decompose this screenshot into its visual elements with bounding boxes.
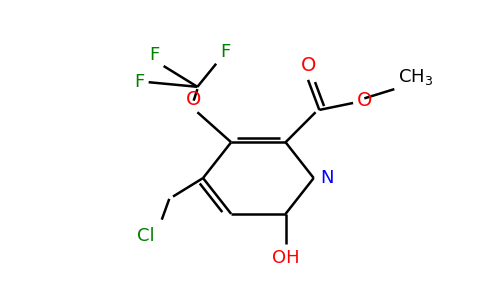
- Text: F: F: [135, 73, 145, 91]
- Text: N: N: [320, 169, 334, 187]
- Text: O: O: [357, 91, 372, 110]
- Text: CH$_3$: CH$_3$: [398, 67, 433, 87]
- Text: Cl: Cl: [136, 226, 154, 244]
- Text: OH: OH: [272, 248, 300, 266]
- Text: F: F: [220, 44, 230, 62]
- Text: O: O: [186, 90, 201, 109]
- Text: O: O: [301, 56, 316, 75]
- Text: F: F: [150, 46, 160, 64]
